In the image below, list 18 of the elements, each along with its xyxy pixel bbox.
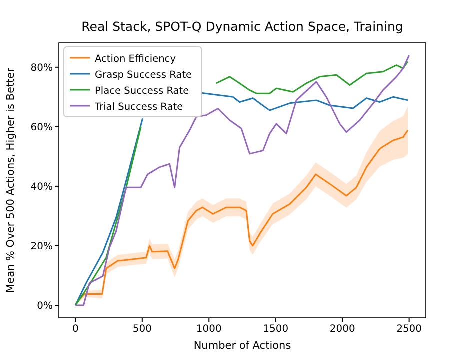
legend-label: Action Efficiency bbox=[95, 54, 176, 65]
y-tick-label: 40% bbox=[30, 182, 53, 193]
x-tick-label: 1500 bbox=[263, 324, 289, 335]
y-tick-label: 0% bbox=[37, 301, 53, 312]
x-tick-label: 1000 bbox=[196, 324, 222, 335]
x-axis-title: Number of Actions bbox=[194, 340, 292, 352]
y-tick-label: 60% bbox=[30, 122, 53, 134]
x-tick-label: 500 bbox=[132, 324, 152, 335]
y-axis-title: Mean % Over 500 Actions, Higher is Better bbox=[5, 67, 17, 293]
chart-title: Real Stack, SPOT-Q Dynamic Action Space, Training bbox=[82, 19, 404, 34]
y-tick-label: 80% bbox=[30, 62, 53, 74]
legend-label: Grasp Success Rate bbox=[95, 70, 192, 81]
legend-label: Place Success Rate bbox=[95, 86, 190, 97]
x-tick-label: 2500 bbox=[396, 324, 422, 335]
y-tick-label: 20% bbox=[30, 241, 53, 252]
x-tick-label: 0 bbox=[72, 324, 79, 335]
legend-label: Trial Success Rate bbox=[94, 102, 184, 113]
x-tick-label: 2000 bbox=[330, 324, 356, 335]
